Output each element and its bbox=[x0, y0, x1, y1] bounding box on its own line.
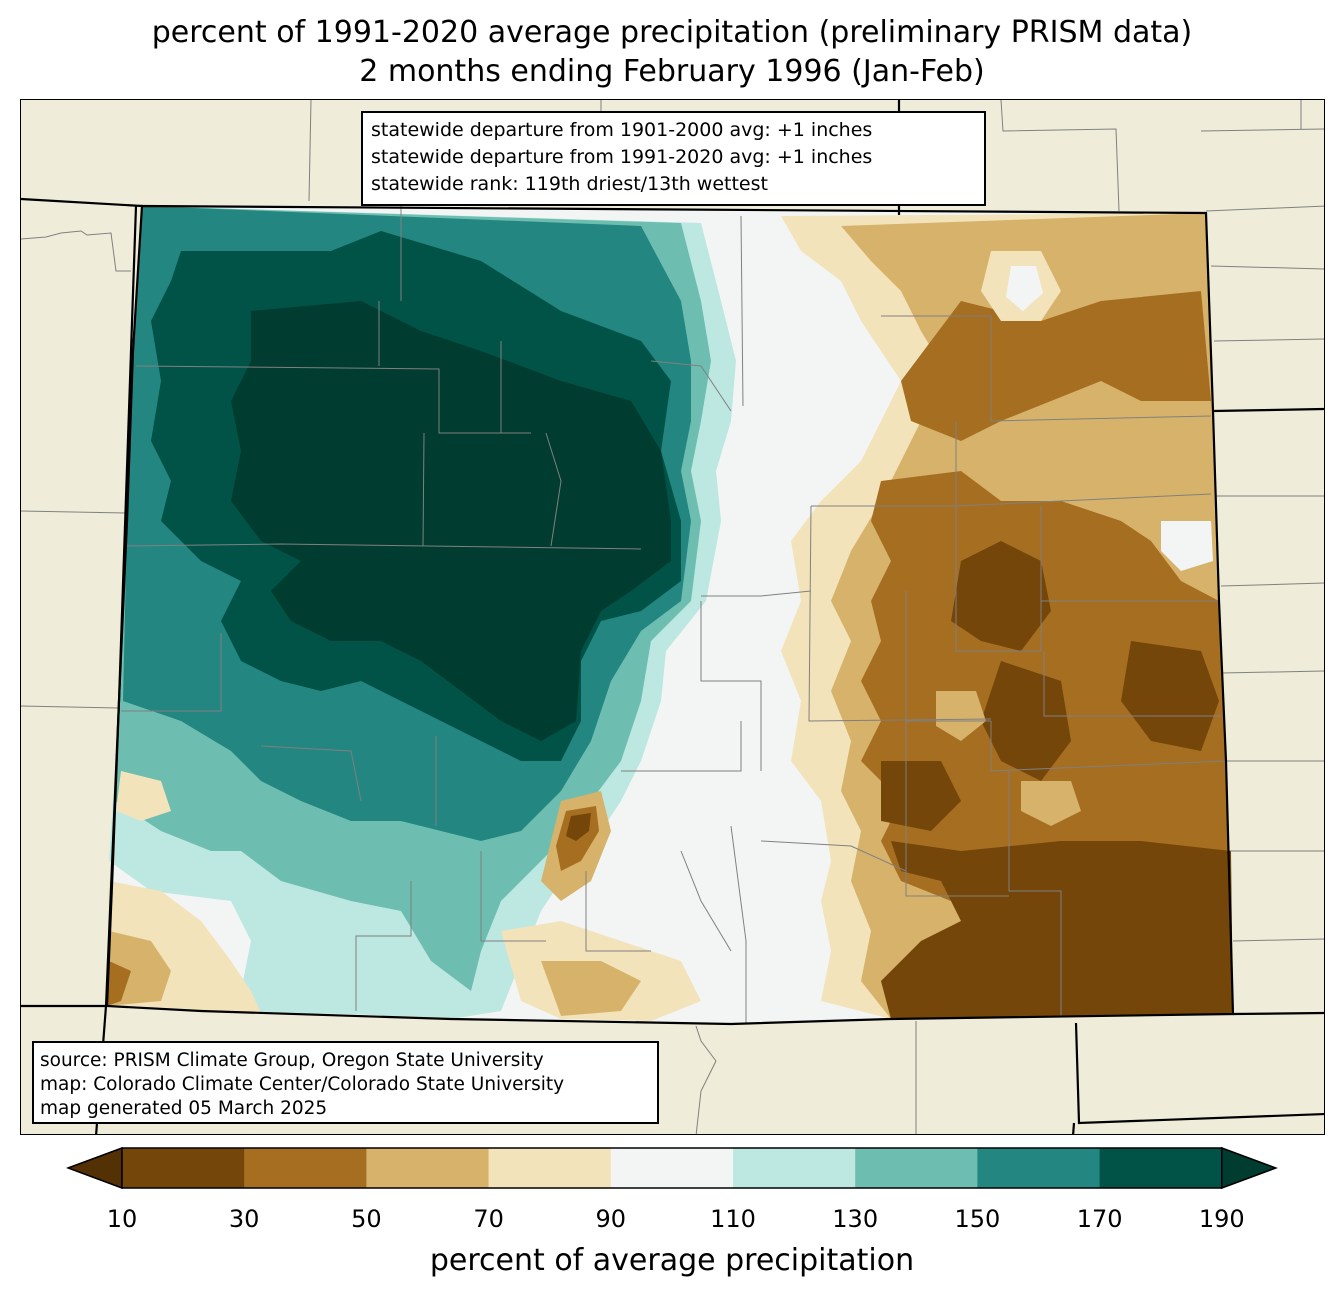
colorbar-tick-label: 110 bbox=[710, 1205, 756, 1233]
stats-rank: statewide rank: 119th driest/13th wettes… bbox=[371, 173, 768, 195]
county-lines bbox=[121, 206, 1227, 1023]
colorbar-bin bbox=[855, 1148, 978, 1188]
colorbar-bin bbox=[366, 1148, 490, 1188]
colorbar-tick-label: 90 bbox=[595, 1205, 627, 1233]
colorbar-outline bbox=[121, 1147, 1223, 1189]
map-credit-line: map: Colorado Climate Center/Colorado St… bbox=[40, 1074, 565, 1095]
map-title-line-1: percent of 1991-2020 average precipitati… bbox=[151, 15, 1193, 50]
colorbar-tick-label: 170 bbox=[1076, 1205, 1123, 1233]
map-generated-line: map generated 05 March 2025 bbox=[40, 1098, 328, 1119]
precipitation-field bbox=[107, 206, 1233, 1024]
colorbar-bin bbox=[122, 1148, 245, 1188]
stats-departure-1901-2000: statewide departure from 1901-2000 avg: … bbox=[371, 119, 873, 141]
colorbar-bin bbox=[1099, 1148, 1223, 1188]
colorbar-tick-label: 150 bbox=[954, 1205, 1001, 1233]
colorbar-tick-label: 30 bbox=[228, 1205, 260, 1233]
colorbar-bin bbox=[733, 1148, 856, 1188]
neighbor-state-lines bbox=[21, 100, 1324, 1134]
colorbar-extend-low bbox=[66, 1146, 123, 1190]
colorbar-tick-label: 50 bbox=[351, 1205, 382, 1233]
colorbar-extend-high bbox=[1221, 1146, 1278, 1190]
colorbar-bin bbox=[488, 1148, 612, 1188]
colorbar-tick-label: 190 bbox=[1198, 1205, 1245, 1233]
colorbar bbox=[66, 1146, 1278, 1190]
statewide-stats-box: statewide departure from 1901-2000 avg: … bbox=[361, 111, 986, 206]
colorbar-tick-label: 130 bbox=[832, 1205, 879, 1233]
source-box: source: PRISM Climate Group, Oregon Stat… bbox=[32, 1041, 659, 1124]
source-line: source: PRISM Climate Group, Oregon Stat… bbox=[40, 1050, 544, 1071]
colorbar-bin bbox=[610, 1148, 734, 1188]
colorbar-bin bbox=[977, 1148, 1101, 1188]
colorbar-tick-label: 10 bbox=[106, 1205, 138, 1233]
map-title-line-2: 2 months ending February 1996 (Jan-Feb) bbox=[359, 54, 985, 89]
precipitation-map bbox=[20, 99, 1325, 1135]
colorbar-label: percent of average precipitation bbox=[429, 1243, 915, 1278]
stats-departure-1991-2020: statewide departure from 1991-2020 avg: … bbox=[371, 146, 873, 168]
colorbar-bin bbox=[244, 1148, 367, 1188]
colorbar-tick-label: 70 bbox=[473, 1205, 504, 1233]
map-canvas bbox=[21, 100, 1324, 1134]
